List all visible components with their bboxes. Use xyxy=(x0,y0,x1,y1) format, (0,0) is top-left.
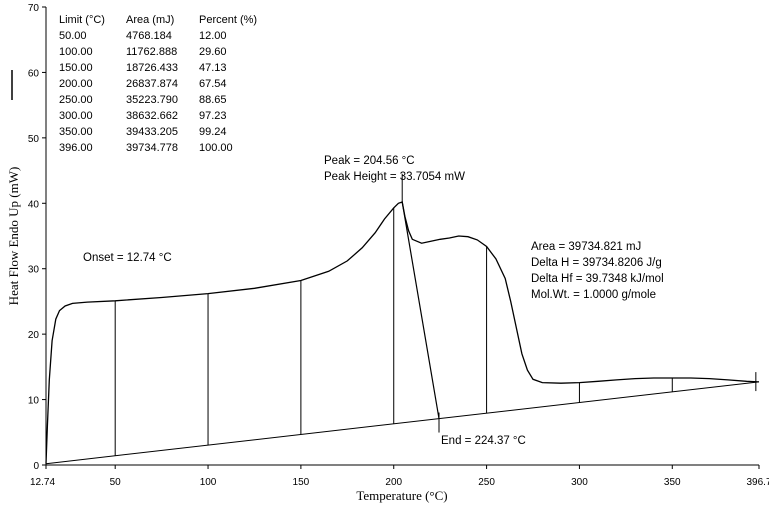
table-cell: 250.00 xyxy=(59,94,93,106)
table-cell: 29.60 xyxy=(199,46,227,58)
x-tick-label: 50 xyxy=(110,477,122,488)
table-cell: 100.00 xyxy=(199,142,233,154)
table-rows: 50.00 4768.184 12.00 100.00 11762.888 29.60 15… xyxy=(59,30,233,154)
x-tick-label: 200 xyxy=(385,477,402,488)
peak-label: Peak = 204.56 °C xyxy=(324,155,415,167)
end-label: End = 224.37 °C xyxy=(441,435,526,447)
table-cell: 35223.790 xyxy=(126,94,178,106)
table-cell: 200.00 xyxy=(59,78,93,90)
table-cell: 39433.205 xyxy=(126,126,178,138)
x-tick-label: 300 xyxy=(571,477,588,488)
delta-hf-label: Delta Hf = 39.7348 kJ/mol xyxy=(531,273,664,285)
x-tick-label: 350 xyxy=(664,477,681,488)
area-table: Limit (°C) Area (mJ) Percent (%) 50.00 47… xyxy=(59,14,257,154)
y-tick-label: 0 xyxy=(33,461,39,472)
table-header-percent: Percent (%) xyxy=(199,14,257,26)
table-header-area: Area (mJ) xyxy=(126,14,174,26)
end-tangent-line xyxy=(401,201,440,419)
table-cell: 38632.662 xyxy=(126,110,178,122)
baseline-line xyxy=(45,381,760,465)
table-cell: 350.00 xyxy=(59,126,93,138)
x-tick-label: 100 xyxy=(200,477,217,488)
table-cell: 88.65 xyxy=(199,94,227,106)
y-tick-label: 60 xyxy=(28,68,40,79)
table-cell: 26837.874 xyxy=(126,78,178,90)
marker-layer xyxy=(45,173,757,464)
y-tick-label: 50 xyxy=(28,134,40,145)
table-cell: 97.23 xyxy=(199,110,227,122)
x-tick-label: 12.74 xyxy=(30,477,55,488)
baseline-layer xyxy=(45,381,760,465)
y-tick-label: 10 xyxy=(28,396,40,407)
table-cell: 50.00 xyxy=(59,30,87,42)
partition-layer xyxy=(114,207,673,456)
y-tick-label: 70 xyxy=(28,3,40,14)
x-tick-label: 396.7 xyxy=(746,477,769,488)
table-cell: 18726.433 xyxy=(126,62,178,74)
x-ticks: 12.74 50 100 150 200 250 300 350 396.7 xyxy=(30,465,769,488)
peak-height-label: Peak Height = 33.7054 mW xyxy=(324,171,465,183)
y-ticks: 0 10 20 30 40 50 60 70 xyxy=(28,3,46,472)
table-cell: 11762.888 xyxy=(126,46,177,58)
onset-label: Onset = 12.74 °C xyxy=(83,252,172,264)
table-cell: 150.00 xyxy=(59,62,93,74)
table-cell: 300.00 xyxy=(59,110,93,122)
x-axis-title: Temperature (°C) xyxy=(356,488,447,503)
table-cell: 67.54 xyxy=(199,78,227,90)
area-label: Area = 39734.821 mJ xyxy=(531,241,641,253)
y-tick-label: 30 xyxy=(28,265,40,276)
y-tick-label: 20 xyxy=(28,330,40,341)
table-cell: 396.00 xyxy=(59,142,93,154)
table-cell: 4768.184 xyxy=(126,30,172,42)
table-cell: 99.24 xyxy=(199,126,227,138)
table-cell: 12.00 xyxy=(199,30,227,42)
y-axis-title: Heat Flow Endo Up (mW) xyxy=(6,167,21,306)
x-tick-label: 150 xyxy=(293,477,310,488)
delta-h-label: Delta H = 39734.8206 J/g xyxy=(531,257,662,269)
table-cell: 100.00 xyxy=(59,46,93,58)
curve-layer xyxy=(45,201,760,464)
table-cell: 39734.778 xyxy=(126,142,178,154)
heat-flow-curve xyxy=(45,201,760,464)
y-tick-label: 40 xyxy=(28,199,40,210)
table-header-limit: Limit (°C) xyxy=(59,14,105,26)
mol-wt-label: Mol.Wt. = 1.0000 g/mole xyxy=(531,289,656,301)
x-tick-label: 250 xyxy=(478,477,495,488)
table-cell: 47.13 xyxy=(199,62,227,74)
